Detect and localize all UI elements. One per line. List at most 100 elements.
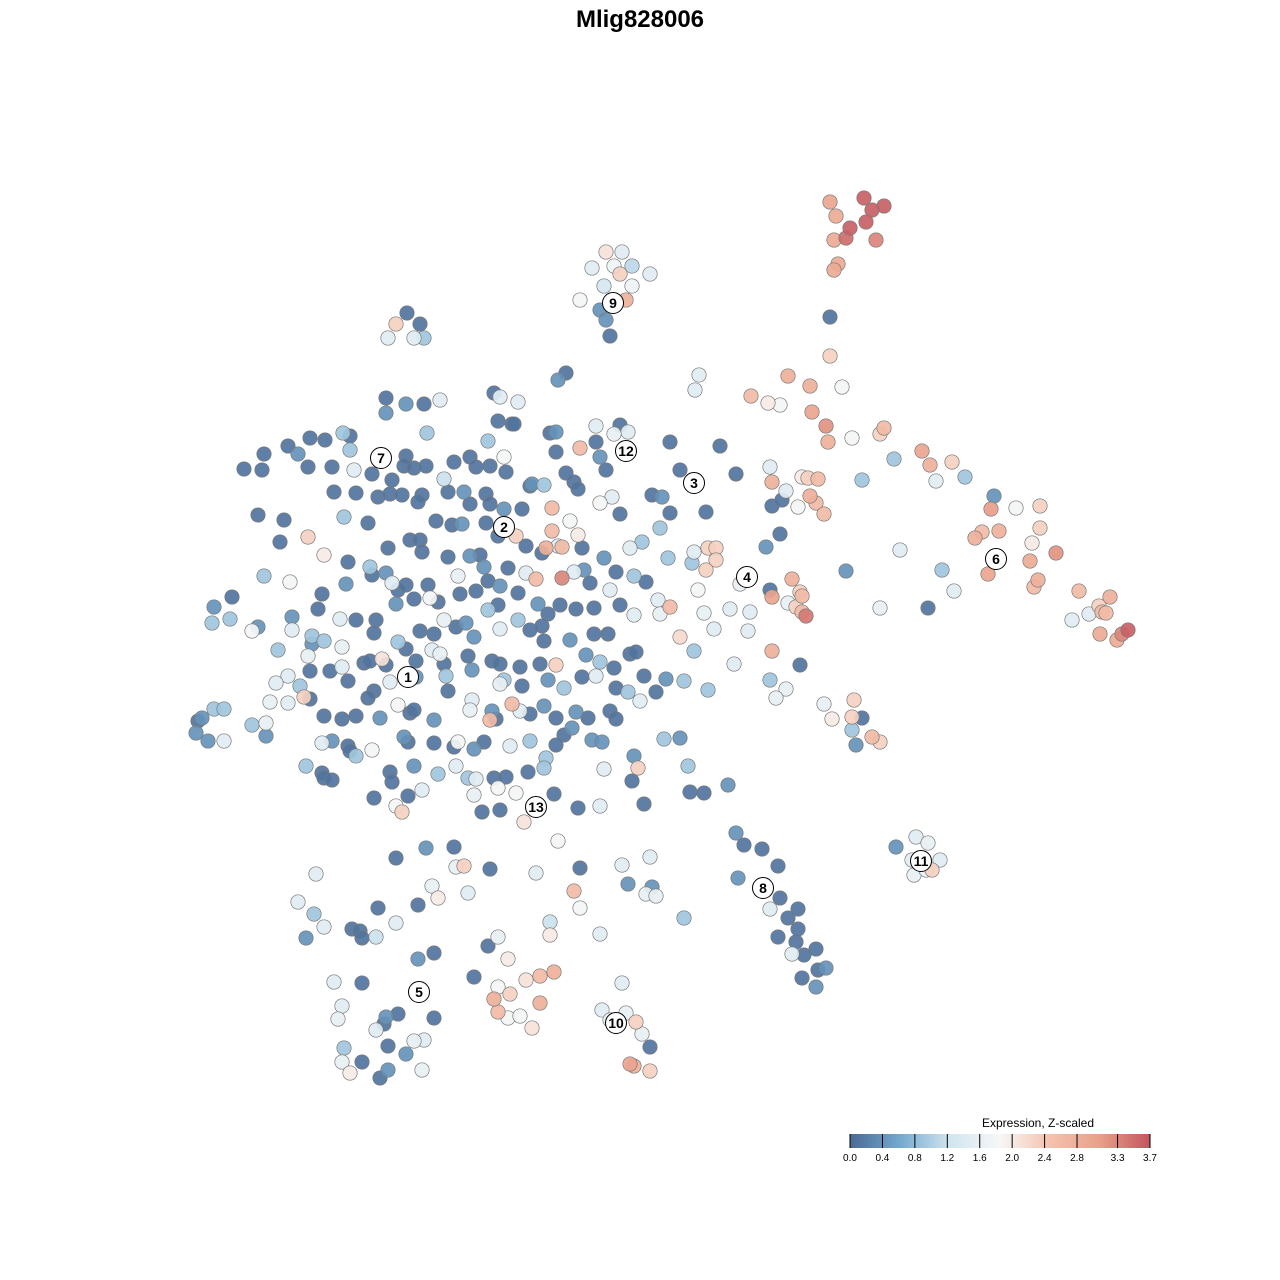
data-point	[426, 1010, 442, 1026]
data-point	[510, 394, 526, 410]
data-point	[388, 596, 404, 612]
data-point	[254, 462, 270, 478]
data-point	[544, 500, 560, 516]
data-point	[284, 609, 300, 625]
data-point	[770, 858, 786, 874]
data-point	[326, 484, 342, 500]
data-point	[672, 462, 688, 478]
data-point	[340, 673, 356, 689]
data-point	[412, 316, 428, 332]
data-point	[676, 910, 692, 926]
cluster-label-6: 6	[985, 548, 1007, 570]
data-point	[378, 1009, 394, 1025]
data-point	[562, 513, 578, 529]
data-point	[342, 1065, 358, 1081]
data-point	[706, 621, 722, 637]
cluster-label-badge	[370, 447, 392, 469]
data-point	[574, 669, 590, 685]
legend-ticks: 0.0 0.4 0.8 1.2 1.6 2.0 2.4 2.8 3.3 3.7	[843, 1134, 1157, 1164]
data-point	[764, 643, 780, 659]
data-point	[398, 1046, 414, 1062]
data-point	[758, 539, 774, 555]
data-point	[504, 696, 520, 712]
data-point	[772, 890, 788, 906]
data-point	[335, 425, 351, 441]
data-point	[490, 929, 506, 945]
data-point	[466, 629, 482, 645]
data-point	[630, 760, 646, 776]
data-point	[686, 544, 702, 560]
data-point	[508, 785, 524, 801]
data-point	[290, 894, 306, 910]
data-point	[334, 639, 350, 655]
data-point	[336, 509, 352, 525]
data-point	[1032, 498, 1048, 514]
data-point	[308, 866, 324, 882]
legend-tick-label: 0.8	[908, 1153, 922, 1164]
cluster-label-3: 3	[683, 472, 705, 494]
data-point	[300, 529, 316, 545]
data-point	[524, 1020, 540, 1036]
data-point	[342, 442, 358, 458]
data-point	[256, 446, 272, 462]
data-point	[426, 626, 442, 642]
data-point	[512, 659, 528, 675]
data-point	[364, 466, 380, 482]
data-point	[492, 578, 508, 594]
data-point	[298, 930, 314, 946]
data-point	[672, 629, 688, 645]
data-point	[620, 684, 636, 700]
data-point	[636, 796, 652, 812]
data-point	[258, 715, 274, 731]
data-point	[768, 690, 784, 706]
data-point	[742, 604, 758, 620]
data-point	[450, 568, 466, 584]
data-point	[512, 1008, 528, 1024]
cluster-label-text: 6	[992, 551, 1000, 567]
data-point	[1092, 626, 1108, 642]
data-point	[584, 260, 600, 276]
data-point	[544, 523, 560, 539]
data-point	[888, 839, 904, 855]
data-point	[486, 991, 502, 1007]
data-point	[967, 530, 983, 546]
data-point	[634, 1026, 650, 1042]
data-point	[432, 392, 448, 408]
data-point	[280, 668, 296, 684]
data-point	[474, 804, 490, 820]
data-point	[440, 484, 456, 500]
data-point	[1032, 520, 1048, 536]
data-point	[864, 729, 880, 745]
data-point	[498, 769, 514, 785]
data-point	[622, 1056, 638, 1072]
data-point	[690, 582, 706, 598]
data-point	[410, 897, 426, 913]
data-point	[500, 951, 516, 967]
data-point	[316, 547, 332, 563]
data-point	[602, 328, 618, 344]
data-point	[480, 602, 496, 618]
data-point	[492, 621, 508, 637]
data-point	[586, 626, 602, 642]
data-point	[914, 443, 930, 459]
data-point	[816, 506, 832, 522]
data-point	[770, 929, 786, 945]
data-point	[691, 367, 707, 383]
data-point	[330, 1011, 346, 1027]
data-point	[856, 190, 872, 206]
data-point	[506, 416, 522, 432]
data-point	[648, 684, 664, 700]
data-point	[622, 540, 638, 556]
data-point	[784, 571, 800, 587]
data-point	[310, 601, 326, 617]
data-point	[368, 929, 384, 945]
data-point	[496, 449, 512, 465]
data-point	[612, 597, 628, 613]
data-point	[336, 1040, 352, 1056]
data-point	[460, 648, 476, 664]
data-point	[528, 571, 544, 587]
data-point	[346, 462, 362, 478]
data-point	[1098, 605, 1114, 621]
chart-title: Mlig828006	[576, 6, 704, 33]
data-point	[502, 986, 518, 1002]
